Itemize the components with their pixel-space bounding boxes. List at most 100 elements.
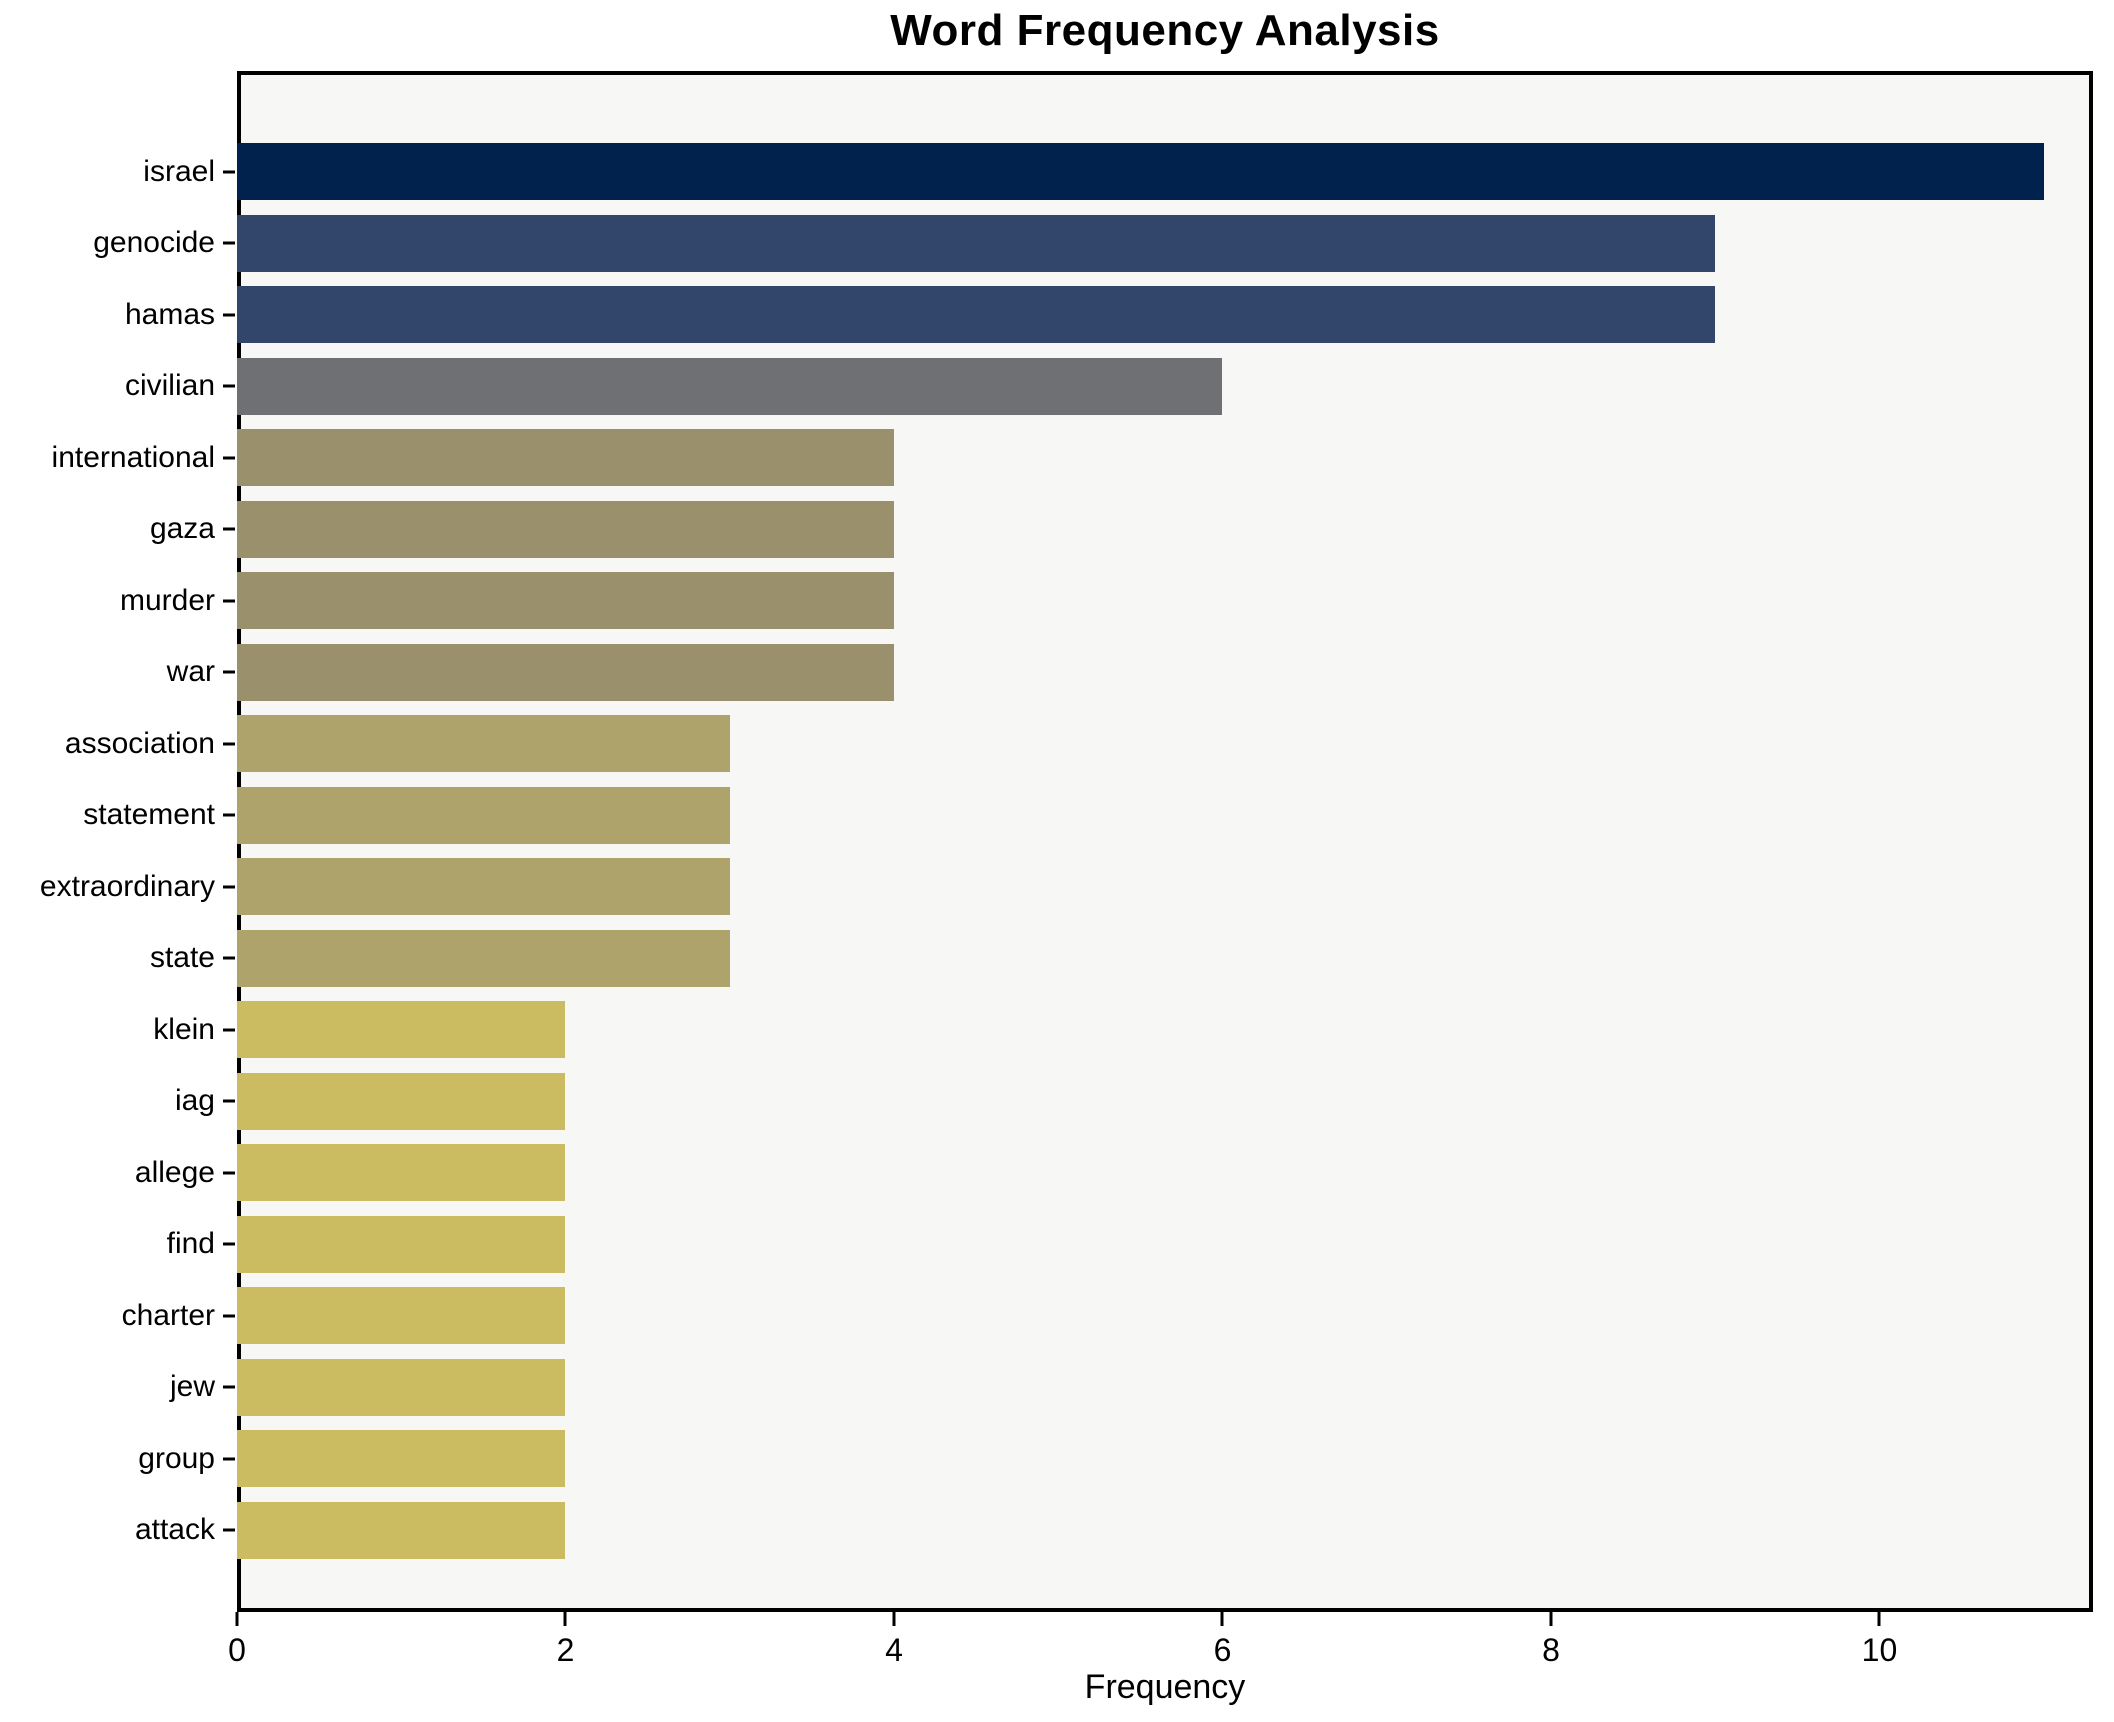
bar-row: statement (0, 780, 2093, 852)
y-tick-mark (223, 384, 235, 388)
category-label: jew (0, 1352, 237, 1424)
bar-row: klein (0, 994, 2093, 1066)
bar-row: civilian (0, 351, 2093, 423)
bar (237, 715, 730, 773)
y-tick-mark (223, 456, 235, 460)
bar-rows: israel genocide hamas civilian international… (0, 136, 2093, 1566)
y-tick-mark (223, 1171, 235, 1175)
bar-track (237, 1280, 2093, 1352)
bar-row: group (0, 1423, 2093, 1495)
bar-row: attack (0, 1495, 2093, 1567)
bar-track (237, 1423, 2093, 1495)
bar-row: genocide (0, 208, 2093, 280)
y-tick-mark (223, 599, 235, 603)
y-tick-mark (223, 313, 235, 317)
y-tick-mark (223, 1314, 235, 1318)
x-tick-mark (1220, 1612, 1224, 1626)
category-label: international (0, 422, 237, 494)
bar-track (237, 1352, 2093, 1424)
category-label: charter (0, 1280, 237, 1352)
category-label: gaza (0, 494, 237, 566)
bar-track (237, 1066, 2093, 1138)
y-tick-mark (223, 1528, 235, 1532)
bar-track (237, 851, 2093, 923)
x-tick-label: 10 (1861, 1632, 1898, 1668)
bar-track (237, 351, 2093, 423)
y-tick-mark (223, 956, 235, 960)
bar (237, 1430, 566, 1488)
bar-row: find (0, 1209, 2093, 1281)
bar-track (237, 494, 2093, 566)
bar (237, 1001, 566, 1059)
bar (237, 357, 1223, 415)
bar-track (237, 994, 2093, 1066)
x-tick-label: 8 (1542, 1632, 1560, 1668)
bar-row: charter (0, 1280, 2093, 1352)
category-label: statement (0, 780, 237, 852)
y-tick-mark (223, 241, 235, 245)
bar-row: association (0, 708, 2093, 780)
y-tick-mark (223, 1099, 235, 1103)
bar-row: state (0, 923, 2093, 995)
chart-title: Word Frequency Analysis (890, 6, 1440, 55)
bar (237, 858, 730, 916)
bar (237, 1144, 566, 1202)
y-tick-mark (223, 670, 235, 674)
bar-track (237, 279, 2093, 351)
category-label: iag (0, 1066, 237, 1138)
category-label: klein (0, 994, 237, 1066)
bar (237, 1287, 566, 1345)
category-label: attack (0, 1495, 237, 1567)
bar-row: hamas (0, 279, 2093, 351)
bar-track (237, 780, 2093, 852)
bar-row: israel (0, 136, 2093, 208)
category-label: group (0, 1423, 237, 1495)
bar-track (237, 208, 2093, 280)
bar (237, 643, 894, 701)
bar (237, 1215, 566, 1273)
x-tick-mark (1549, 1612, 1553, 1626)
bar (237, 1072, 566, 1130)
bar-track (237, 923, 2093, 995)
category-label: genocide (0, 208, 237, 280)
x-axis: 0 2 4 6 8 10 (228, 1612, 2093, 1692)
y-tick-mark (223, 1457, 235, 1461)
category-label: israel (0, 136, 237, 208)
x-tick-mark (563, 1612, 567, 1626)
bar (237, 429, 894, 487)
bar-row: jew (0, 1352, 2093, 1424)
category-label: association (0, 708, 237, 780)
bar-row: international (0, 422, 2093, 494)
bar-row: allege (0, 1137, 2093, 1209)
x-tick-label: 0 (228, 1632, 246, 1668)
category-label: state (0, 923, 237, 995)
category-label: hamas (0, 279, 237, 351)
x-tick-label: 4 (885, 1632, 903, 1668)
bar (237, 500, 894, 558)
bar (237, 1501, 566, 1559)
x-axis-title: Frequency (1084, 1668, 1246, 1706)
category-label: civilian (0, 351, 237, 423)
bar (237, 1358, 566, 1416)
y-tick-mark (223, 1028, 235, 1032)
bar-track (237, 637, 2093, 709)
bar (237, 786, 730, 844)
bar (237, 929, 730, 987)
x-tick-label: 6 (1213, 1632, 1232, 1668)
bar (237, 143, 2044, 201)
bar-track (237, 708, 2093, 780)
bar-row: war (0, 637, 2093, 709)
bar-track (237, 136, 2093, 208)
bar-row: extraordinary (0, 851, 2093, 923)
y-tick-mark (223, 1242, 235, 1246)
x-tick-mark (1877, 1612, 1881, 1626)
bar-row: iag (0, 1066, 2093, 1138)
bar-track (237, 565, 2093, 637)
bar-track (237, 1209, 2093, 1281)
category-label: find (0, 1209, 237, 1281)
y-tick-mark (223, 813, 235, 817)
bar-row: gaza (0, 494, 2093, 566)
bar-row: murder (0, 565, 2093, 637)
bar (237, 572, 894, 630)
